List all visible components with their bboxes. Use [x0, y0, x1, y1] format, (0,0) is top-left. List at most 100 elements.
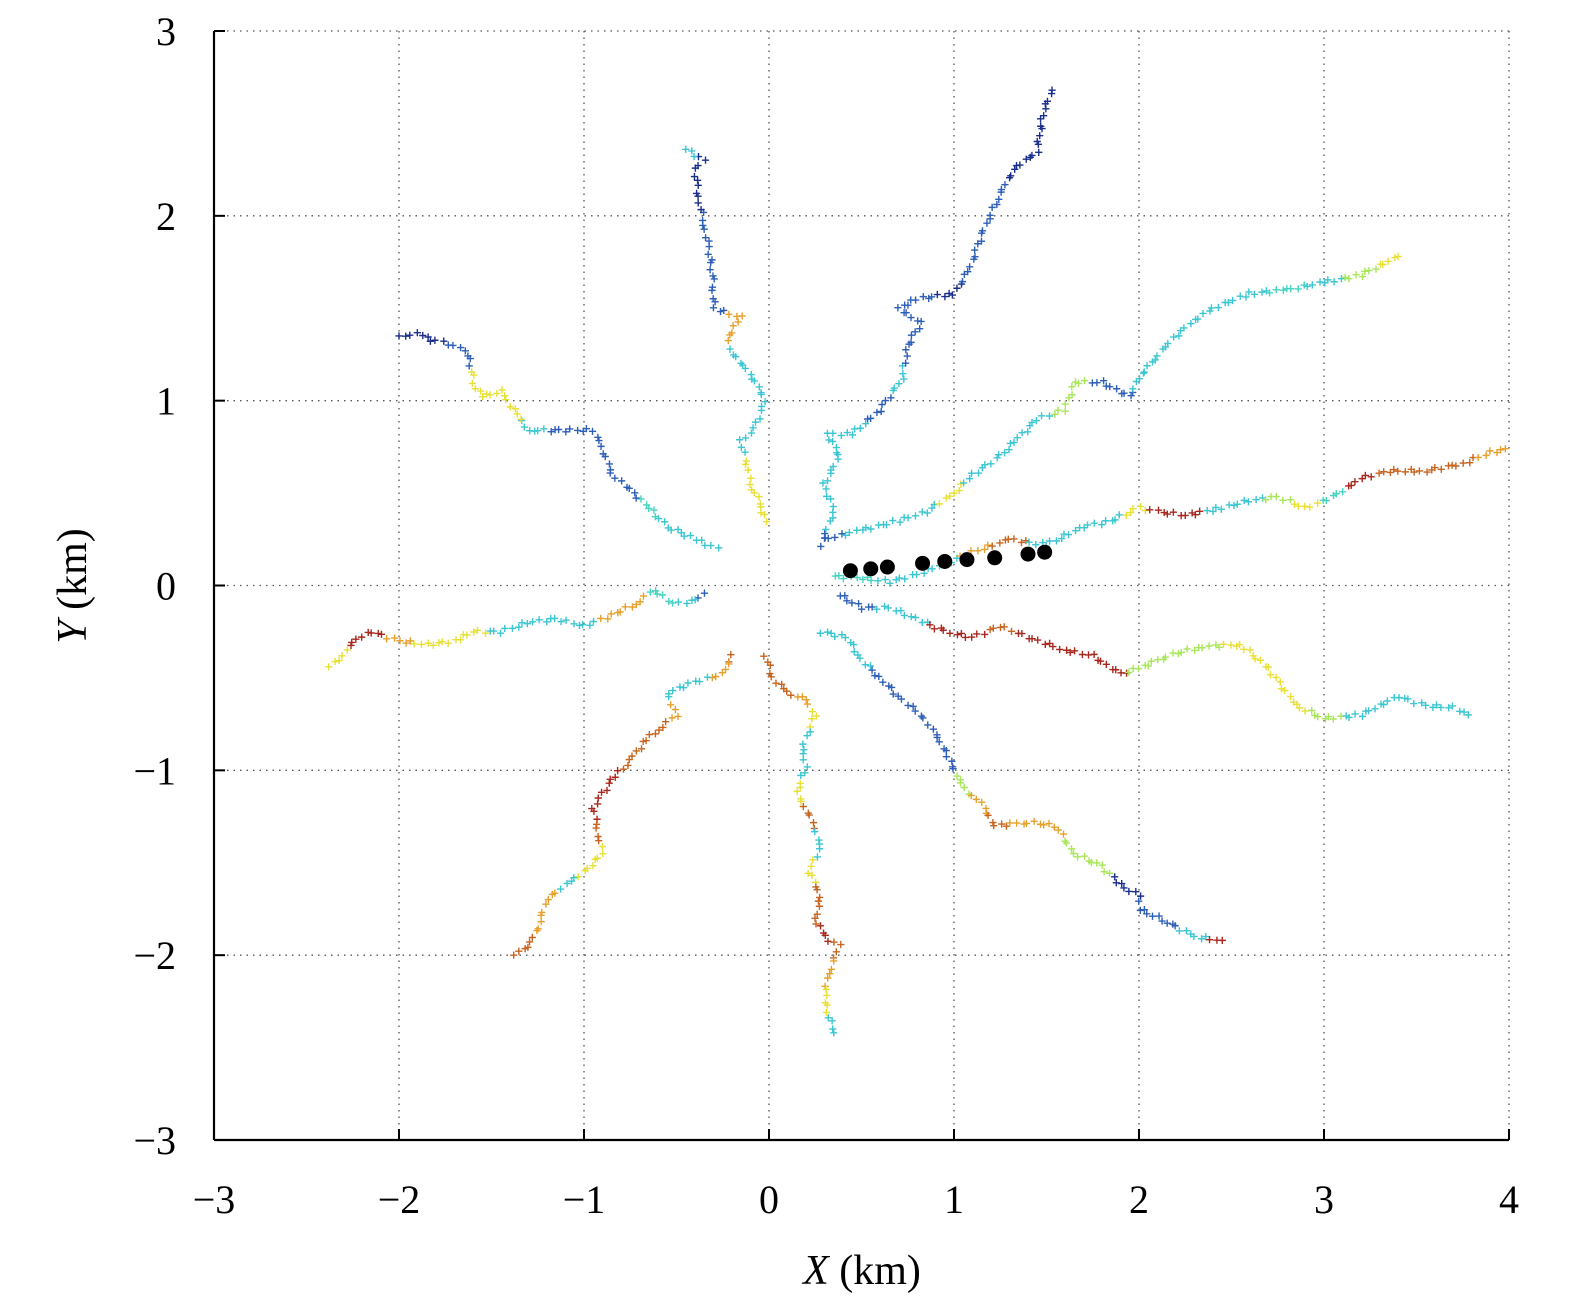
plus-marker [1252, 496, 1260, 504]
plus-marker [331, 657, 339, 666]
plus-marker [995, 451, 1003, 459]
plus-marker [919, 293, 927, 301]
plus-marker [859, 575, 867, 583]
plus-marker [966, 475, 974, 483]
plus-marker [907, 313, 915, 322]
plus-marker [377, 630, 386, 638]
plus-marker [708, 256, 716, 264]
plus-marker [748, 486, 756, 494]
plus-marker [659, 723, 667, 732]
plus-marker [866, 662, 875, 670]
plus-marker [907, 338, 915, 346]
plus-marker [426, 337, 434, 345]
plus-marker [945, 289, 953, 298]
plus-marker [904, 701, 912, 709]
plus-marker [588, 427, 597, 435]
plus-marker [651, 513, 659, 521]
plus-marker [1017, 538, 1026, 547]
plus-marker [1394, 467, 1402, 475]
plus-marker [829, 429, 837, 437]
plus-marker [822, 525, 830, 534]
plus-marker [835, 572, 843, 580]
plus-marker [614, 609, 622, 617]
plus-marker [823, 492, 831, 500]
plus-marker [1390, 465, 1398, 474]
plus-marker [1191, 646, 1199, 655]
plus-marker [1030, 817, 1038, 825]
plus-marker [493, 389, 501, 398]
plus-marker [902, 359, 910, 367]
x-tick-label: −1 [563, 1177, 606, 1222]
plus-marker [1071, 527, 1080, 535]
highlight-dot [1037, 544, 1053, 560]
plus-marker [800, 746, 808, 754]
plus-marker [338, 652, 346, 660]
plus-marker [391, 634, 399, 642]
plus-marker [424, 333, 432, 341]
plus-marker [950, 489, 958, 497]
plus-marker [1351, 710, 1359, 718]
plus-marker [383, 635, 391, 643]
plus-marker [1437, 465, 1445, 473]
plus-marker [983, 219, 991, 227]
plus-marker [1018, 629, 1026, 638]
plus-marker [1240, 496, 1248, 504]
plus-marker [1010, 438, 1018, 447]
plus-marker [826, 970, 834, 978]
plus-marker [981, 545, 989, 554]
plus-marker [1218, 936, 1226, 944]
plus-marker [1151, 356, 1159, 364]
plus-marker [537, 918, 545, 926]
plus-marker [562, 428, 570, 436]
plus-marker [816, 893, 824, 902]
x-axis-label: X (km) [801, 1248, 921, 1294]
plus-marker [1418, 699, 1426, 707]
plus-marker [857, 605, 866, 613]
plus-marker [981, 630, 989, 639]
plus-marker [547, 428, 555, 436]
plus-marker [806, 728, 814, 736]
plus-marker [953, 772, 961, 780]
plus-marker [873, 605, 881, 613]
plus-marker [625, 755, 633, 764]
plus-marker [1177, 648, 1185, 657]
plus-marker [410, 640, 418, 648]
plus-marker [574, 873, 582, 881]
plus-marker [946, 629, 954, 637]
plus-marker [636, 598, 644, 606]
plus-marker [958, 278, 967, 286]
plus-marker [1175, 927, 1183, 935]
plus-marker [1161, 653, 1170, 661]
plus-marker [668, 714, 676, 722]
plus-marker [808, 871, 816, 879]
plus-marker [727, 651, 735, 659]
plus-marker [828, 1017, 836, 1025]
plus-marker [900, 309, 908, 317]
plus-marker [889, 690, 897, 698]
grid-lines [214, 30, 1510, 1140]
plus-marker [1102, 660, 1110, 668]
plus-marker [419, 331, 427, 340]
plus-marker [814, 897, 823, 905]
plus-marker [845, 528, 853, 537]
plus-marker [1371, 705, 1379, 713]
plus-marker [590, 807, 598, 815]
plus-marker [501, 392, 509, 400]
plus-marker [669, 687, 677, 695]
plus-marker [1415, 467, 1423, 475]
plus-marker [667, 701, 675, 709]
plus-marker [651, 730, 660, 738]
plus-marker [1194, 315, 1202, 323]
plus-marker [736, 436, 744, 444]
plus-marker [343, 646, 351, 654]
x-tick-label: 4 [1499, 1177, 1519, 1222]
plus-marker [1365, 266, 1373, 275]
plus-marker [606, 775, 614, 783]
plus-marker [498, 386, 506, 394]
plus-marker [1306, 503, 1314, 511]
plus-marker [1401, 694, 1409, 702]
plus-marker [501, 624, 509, 633]
plus-marker [984, 541, 992, 549]
plus-marker [528, 933, 536, 941]
plus-marker [652, 587, 660, 595]
